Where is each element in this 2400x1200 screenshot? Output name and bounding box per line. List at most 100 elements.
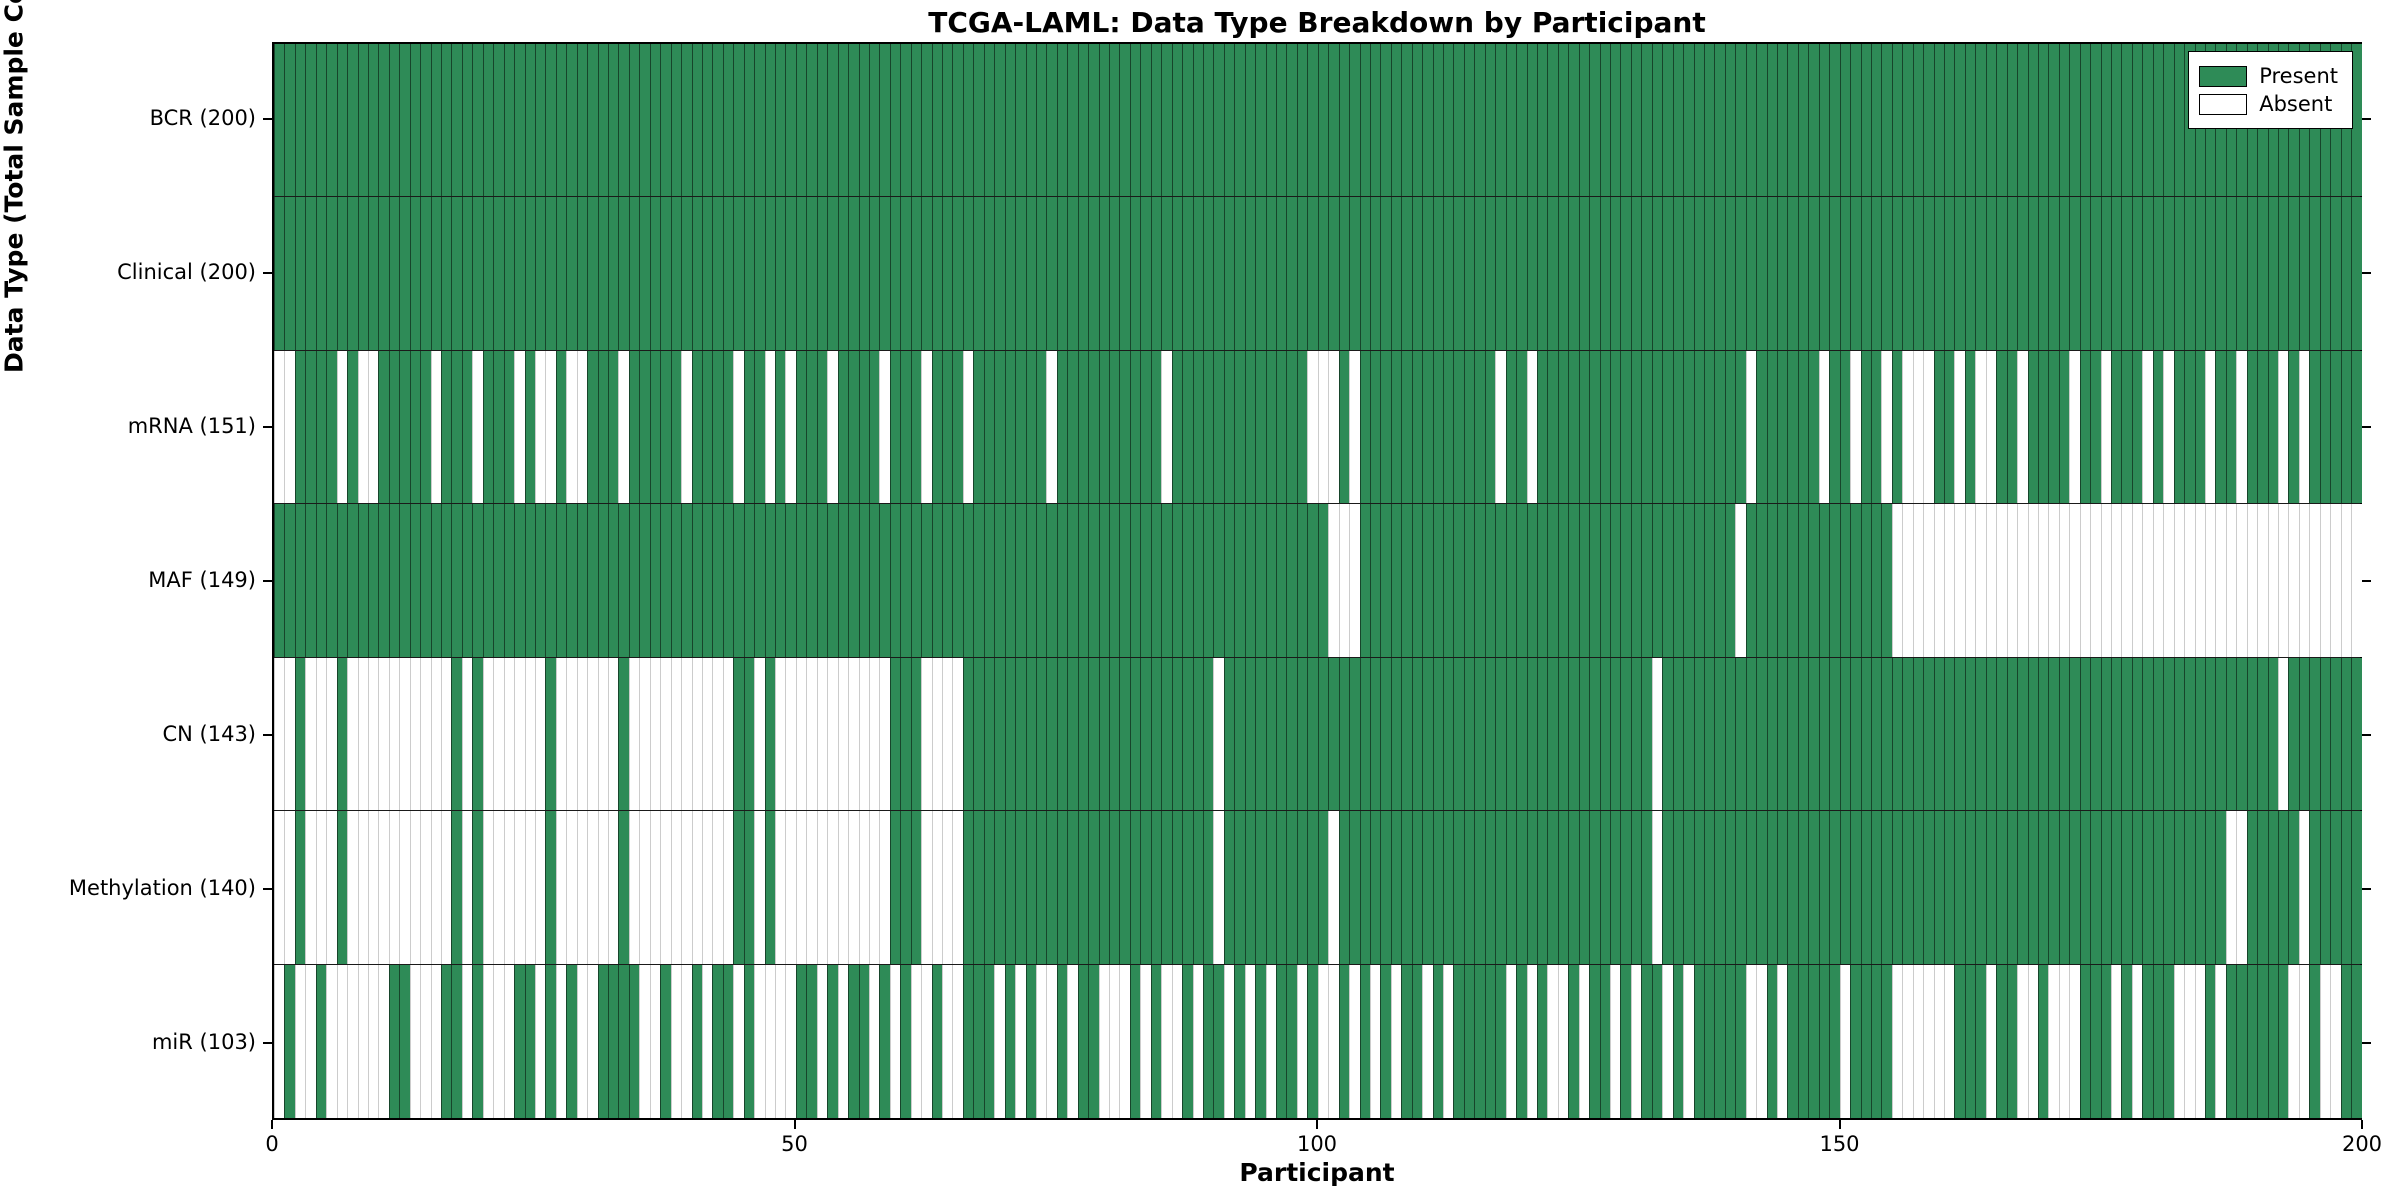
matrix-cell [660,504,671,657]
matrix-cell [1703,964,1715,1118]
matrix-cell [2152,657,2164,811]
matrix-cell [1463,44,1475,197]
matrix-cell [587,811,598,964]
matrix-cell [1881,657,1892,811]
matrix-cell [1860,197,1871,350]
matrix-cell [754,44,765,197]
matrix-cell [1359,657,1370,811]
matrix-cell [858,350,869,504]
matrix-cell [1286,350,1297,504]
matrix-cell [2131,504,2143,657]
matrix-cell [1035,44,1047,197]
matrix-cell [1380,504,1391,657]
matrix-cell [367,657,379,811]
matrix-cell [409,504,421,657]
matrix-cell [399,197,410,350]
matrix-cell [764,964,775,1118]
matrix-cell [1881,197,1892,350]
matrix-cell [681,811,692,964]
matrix-cell [827,964,838,1118]
matrix-cell [1505,350,1517,504]
matrix-cell [357,504,368,657]
matrix-cell [1223,44,1235,197]
matrix-cell [1630,504,1642,657]
matrix-cell [1818,44,1830,197]
matrix-cell [1056,197,1068,350]
matrix-cell [294,657,306,811]
matrix-cell [2246,811,2258,964]
matrix-cell [2184,964,2195,1118]
matrix-cell [2142,657,2153,811]
matrix-cell [1985,350,1997,504]
matrix-cell [1077,964,1089,1118]
matrix-cell [1369,964,1381,1118]
matrix-cell [1620,657,1631,811]
matrix-cell [1265,197,1276,350]
matrix-cell [973,657,984,811]
matrix-cell [1985,504,1997,657]
matrix-cell [1411,197,1423,350]
matrix-cell [1777,811,1788,964]
matrix-cell [1651,657,1663,811]
matrix-cell [1463,964,1475,1118]
matrix-cell [1714,504,1725,657]
matrix-cell [1829,197,1840,350]
matrix-cell [2017,811,2028,964]
matrix-cell [1589,44,1600,197]
matrix-cell [806,197,817,350]
matrix-cell [1881,44,1892,197]
matrix-cell [1756,811,1767,964]
matrix-cell [1150,197,1162,350]
matrix-cell [670,504,682,657]
matrix-cell [628,44,640,197]
matrix-cell [743,350,755,504]
matrix-cell [597,657,608,811]
matrix-cell [347,350,358,504]
matrix-cell [2278,197,2289,350]
matrix-cell [1662,964,1673,1118]
matrix-cell [1568,657,1579,811]
legend: Present Absent [2188,51,2353,129]
matrix-cell [1129,504,1141,657]
matrix-cell [2111,964,2122,1118]
matrix-cell [1683,657,1694,811]
matrix-cell [1599,44,1610,197]
matrix-cell [1954,197,1965,350]
matrix-cell [1714,44,1725,197]
matrix-cell [1171,964,1183,1118]
matrix-cell [545,964,556,1118]
matrix-cell [2142,964,2153,1118]
matrix-cell [1255,811,1266,964]
matrix-cell [1088,657,1099,811]
matrix-cell [691,197,702,350]
matrix-cell [1850,811,1861,964]
matrix-cell [848,657,859,811]
matrix-cell [1881,504,1892,657]
matrix-cell [858,811,869,964]
matrix-cell [1390,657,1402,811]
matrix-cell [1035,197,1047,350]
matrix-cell [1307,964,1318,1118]
matrix-cell [1495,657,1506,811]
matrix-cell [1662,811,1673,964]
matrix-cell [2131,44,2143,197]
matrix-cell [2090,811,2101,964]
matrix-cell [701,504,713,657]
matrix-cell [1662,657,1673,811]
matrix-cell [336,964,348,1118]
matrix-cell [1808,197,1819,350]
matrix-cell [1578,657,1590,811]
matrix-cell [639,350,650,504]
matrix-cell [931,657,942,811]
matrix-cell [1891,657,1903,811]
matrix-cell [1276,197,1287,350]
matrix-cell [274,44,285,197]
matrix-cell [1035,504,1047,657]
matrix-cell [399,964,410,1118]
matrix-cell [1735,350,1746,504]
matrix-cell [1474,657,1485,811]
matrix-cell [2330,811,2341,964]
matrix-cell [472,964,483,1118]
matrix-cell [1662,504,1673,657]
matrix-cell [461,197,473,350]
